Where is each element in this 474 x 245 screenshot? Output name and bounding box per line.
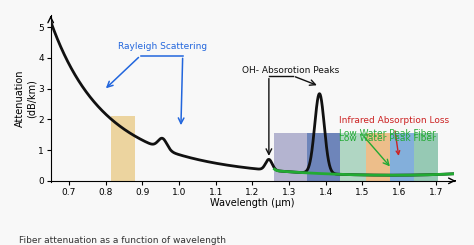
Text: Rayleigh Scattering: Rayleigh Scattering — [118, 42, 207, 51]
Bar — [307, 133, 340, 181]
Bar — [111, 116, 135, 181]
Text: Infrared Absorption Loss: Infrared Absorption Loss — [338, 116, 449, 154]
Bar — [274, 133, 307, 181]
Bar — [414, 133, 438, 181]
Y-axis label: Attenuation
(dB/km): Attenuation (dB/km) — [15, 70, 36, 127]
Text: Low Water Peak Fiber: Low Water Peak Fiber — [338, 134, 435, 143]
Text: OH- Absorotion Peaks: OH- Absorotion Peaks — [242, 66, 339, 75]
Text: Low Water Peak Fiber: Low Water Peak Fiber — [338, 129, 435, 138]
X-axis label: Wavelength (μm): Wavelength (μm) — [210, 198, 295, 208]
Bar — [340, 133, 366, 181]
Text: Fiber attenuation as a function of wavelength: Fiber attenuation as a function of wavel… — [19, 235, 226, 245]
Bar — [366, 133, 390, 181]
Bar — [390, 133, 414, 181]
